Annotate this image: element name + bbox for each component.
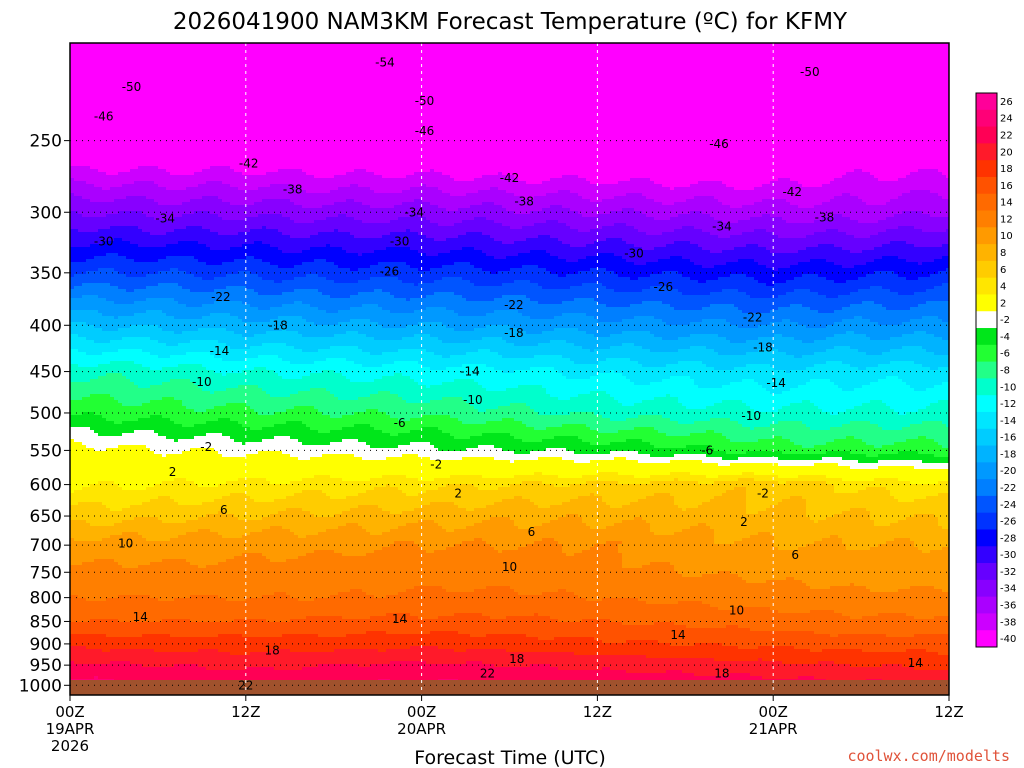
temperature-heatmap	[70, 43, 951, 698]
forecast-temperature-chart: 2026041900 NAM3KM Forecast Temperature (…	[0, 0, 1024, 768]
chart-title: 2026041900 NAM3KM Forecast Temperature (…	[173, 9, 848, 35]
